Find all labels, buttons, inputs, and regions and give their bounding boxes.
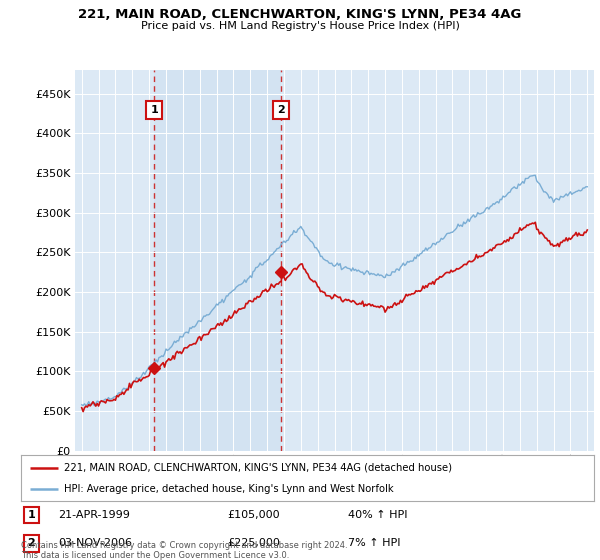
Text: 40% ↑ HPI: 40% ↑ HPI bbox=[347, 510, 407, 520]
Text: 7% ↑ HPI: 7% ↑ HPI bbox=[347, 538, 400, 548]
Text: 2: 2 bbox=[277, 105, 285, 115]
Text: 21-APR-1999: 21-APR-1999 bbox=[58, 510, 130, 520]
Text: £225,000: £225,000 bbox=[227, 538, 280, 548]
Text: HPI: Average price, detached house, King's Lynn and West Norfolk: HPI: Average price, detached house, King… bbox=[64, 484, 394, 494]
Text: 221, MAIN ROAD, CLENCHWARTON, KING'S LYNN, PE34 4AG (detached house): 221, MAIN ROAD, CLENCHWARTON, KING'S LYN… bbox=[64, 463, 452, 473]
Text: £105,000: £105,000 bbox=[227, 510, 280, 520]
Text: Price paid vs. HM Land Registry's House Price Index (HPI): Price paid vs. HM Land Registry's House … bbox=[140, 21, 460, 31]
Text: 03-NOV-2006: 03-NOV-2006 bbox=[58, 538, 132, 548]
Text: 221, MAIN ROAD, CLENCHWARTON, KING'S LYNN, PE34 4AG: 221, MAIN ROAD, CLENCHWARTON, KING'S LYN… bbox=[79, 8, 521, 21]
Bar bbox=[154, 70, 281, 451]
Text: 1: 1 bbox=[151, 105, 158, 115]
Text: 2: 2 bbox=[28, 538, 35, 548]
Text: 1: 1 bbox=[28, 510, 35, 520]
Text: Contains HM Land Registry data © Crown copyright and database right 2024.
This d: Contains HM Land Registry data © Crown c… bbox=[21, 540, 347, 560]
